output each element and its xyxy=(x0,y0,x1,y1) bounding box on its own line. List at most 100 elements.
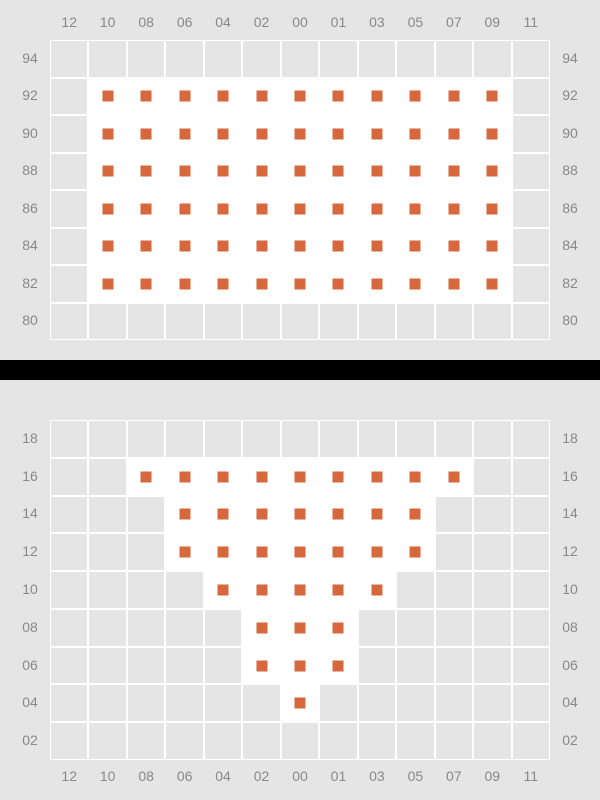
seat-cell[interactable] xyxy=(88,265,126,303)
seat-cell[interactable] xyxy=(319,78,357,116)
seat-cell[interactable] xyxy=(358,153,396,191)
seat-cell[interactable] xyxy=(127,78,165,116)
seat-cell[interactable] xyxy=(204,571,242,609)
seat-cell[interactable] xyxy=(319,647,357,685)
seat-cell[interactable] xyxy=(281,533,319,571)
seat-cell[interactable] xyxy=(165,115,203,153)
seat-cell[interactable] xyxy=(242,153,280,191)
seat-cell[interactable] xyxy=(319,153,357,191)
seat-cell[interactable] xyxy=(204,190,242,228)
seat-cell[interactable] xyxy=(281,190,319,228)
seat-cell[interactable] xyxy=(473,153,511,191)
seat-cell[interactable] xyxy=(435,78,473,116)
seat-cell[interactable] xyxy=(204,533,242,571)
seat-cell[interactable] xyxy=(165,533,203,571)
seat-cell[interactable] xyxy=(165,153,203,191)
seat-cell[interactable] xyxy=(319,571,357,609)
seat-cell[interactable] xyxy=(281,571,319,609)
seat-cell[interactable] xyxy=(127,228,165,266)
seat-cell[interactable] xyxy=(358,190,396,228)
seat-cell[interactable] xyxy=(319,228,357,266)
seat-cell[interactable] xyxy=(358,458,396,496)
seat-cell[interactable] xyxy=(165,78,203,116)
seat-cell[interactable] xyxy=(473,228,511,266)
seat-cell[interactable] xyxy=(396,228,434,266)
seat-cell[interactable] xyxy=(435,458,473,496)
seat-cell[interactable] xyxy=(88,190,126,228)
seat-cell[interactable] xyxy=(319,458,357,496)
seat-cell[interactable] xyxy=(473,78,511,116)
seat-cell[interactable] xyxy=(281,115,319,153)
seat-cell[interactable] xyxy=(319,496,357,534)
seat-cell[interactable] xyxy=(358,533,396,571)
seat-cell[interactable] xyxy=(358,571,396,609)
seat-cell[interactable] xyxy=(281,228,319,266)
seat-cell[interactable] xyxy=(281,609,319,647)
seat-cell[interactable] xyxy=(396,78,434,116)
seat-cell[interactable] xyxy=(88,78,126,116)
seat-cell[interactable] xyxy=(165,190,203,228)
seat-cell[interactable] xyxy=(204,458,242,496)
seat-cell[interactable] xyxy=(165,265,203,303)
seat-cell[interactable] xyxy=(242,458,280,496)
seat-cell[interactable] xyxy=(242,228,280,266)
seat-cell[interactable] xyxy=(473,265,511,303)
seat-cell[interactable] xyxy=(435,115,473,153)
seat-cell[interactable] xyxy=(319,609,357,647)
seat-cell[interactable] xyxy=(204,115,242,153)
seat-cell[interactable] xyxy=(358,78,396,116)
seat-cell[interactable] xyxy=(319,265,357,303)
seat-cell[interactable] xyxy=(242,496,280,534)
seat-cell[interactable] xyxy=(396,115,434,153)
seat-cell[interactable] xyxy=(242,609,280,647)
seat-cell[interactable] xyxy=(242,115,280,153)
seat-cell[interactable] xyxy=(127,458,165,496)
seat-cell[interactable] xyxy=(127,153,165,191)
seat-cell[interactable] xyxy=(165,228,203,266)
seat-cell[interactable] xyxy=(204,78,242,116)
seat-cell[interactable] xyxy=(204,228,242,266)
seat-cell[interactable] xyxy=(281,458,319,496)
seat-cell[interactable] xyxy=(165,458,203,496)
seat-cell[interactable] xyxy=(435,228,473,266)
seat-cell[interactable] xyxy=(204,496,242,534)
seat-cell[interactable] xyxy=(88,153,126,191)
seat-cell[interactable] xyxy=(165,496,203,534)
seat-cell[interactable] xyxy=(319,190,357,228)
seat-cell[interactable] xyxy=(127,115,165,153)
seat-cell[interactable] xyxy=(435,190,473,228)
seat-cell[interactable] xyxy=(281,684,319,722)
seat-cell[interactable] xyxy=(473,115,511,153)
seat-cell[interactable] xyxy=(204,153,242,191)
seat-cell[interactable] xyxy=(281,265,319,303)
seat-cell[interactable] xyxy=(473,190,511,228)
seat-cell[interactable] xyxy=(396,265,434,303)
seat-cell[interactable] xyxy=(281,153,319,191)
seat-cell[interactable] xyxy=(242,571,280,609)
seat-cell[interactable] xyxy=(396,190,434,228)
seat-cell[interactable] xyxy=(127,190,165,228)
seat-cell[interactable] xyxy=(88,228,126,266)
seat-cell[interactable] xyxy=(242,647,280,685)
seat-cell[interactable] xyxy=(358,496,396,534)
seat-cell[interactable] xyxy=(358,115,396,153)
seat-cell[interactable] xyxy=(396,533,434,571)
seat-cell[interactable] xyxy=(242,190,280,228)
seat-cell[interactable] xyxy=(127,265,165,303)
seat-cell[interactable] xyxy=(358,228,396,266)
seat-cell[interactable] xyxy=(281,647,319,685)
seat-cell[interactable] xyxy=(88,115,126,153)
seat-cell[interactable] xyxy=(242,265,280,303)
seat-cell[interactable] xyxy=(204,265,242,303)
seat-cell[interactable] xyxy=(396,153,434,191)
seat-cell[interactable] xyxy=(319,533,357,571)
seat-cell[interactable] xyxy=(396,458,434,496)
seat-cell[interactable] xyxy=(281,78,319,116)
seat-cell[interactable] xyxy=(242,78,280,116)
seat-cell[interactable] xyxy=(319,115,357,153)
seat-cell[interactable] xyxy=(435,265,473,303)
seat-cell[interactable] xyxy=(358,265,396,303)
seat-cell[interactable] xyxy=(281,496,319,534)
seat-cell[interactable] xyxy=(396,496,434,534)
seat-cell[interactable] xyxy=(435,153,473,191)
